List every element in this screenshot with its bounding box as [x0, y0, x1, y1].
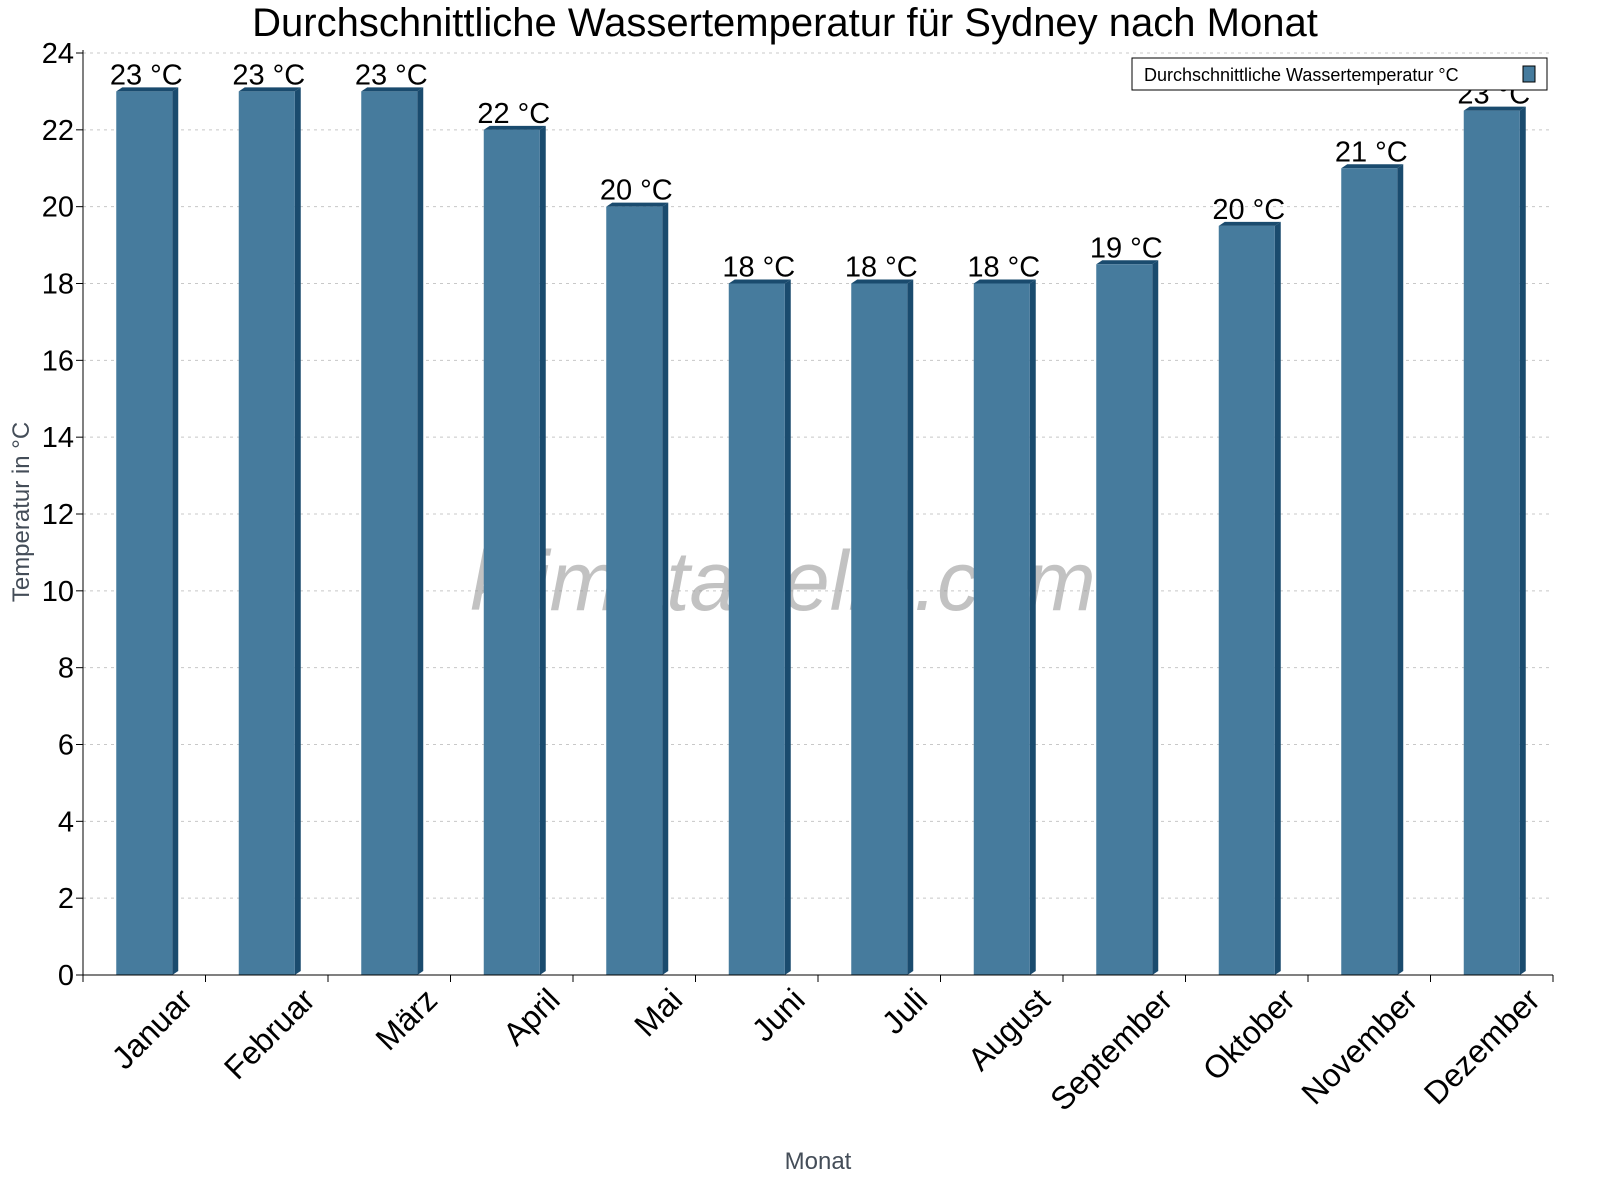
- bar: [728, 279, 791, 975]
- bar-side: [172, 87, 179, 975]
- y-tick-label: 6: [58, 730, 74, 762]
- bar-side: [1397, 164, 1404, 975]
- bar: [116, 87, 179, 975]
- chart-title: Durchschnittliche Wassertemperatur für S…: [252, 1, 1318, 45]
- bar-front: [361, 91, 418, 975]
- bar-top: [116, 87, 179, 92]
- bar: [1218, 221, 1281, 975]
- x-tick-label: Februar: [217, 981, 322, 1086]
- bar-top: [606, 202, 669, 207]
- x-tick-label: November: [1294, 981, 1424, 1111]
- data-label: 19 °C: [1090, 232, 1163, 264]
- data-label: 23 °C: [232, 59, 305, 91]
- y-tick-label: 14: [42, 422, 74, 454]
- bar-top: [973, 279, 1036, 284]
- data-label: 20 °C: [1212, 194, 1285, 226]
- bar: [361, 87, 424, 975]
- y-tick-label: 12: [42, 499, 74, 531]
- data-label: 18 °C: [845, 252, 918, 284]
- x-axis-label: Monat: [785, 1148, 852, 1175]
- bar-top: [851, 279, 914, 284]
- bar-front: [1096, 264, 1153, 976]
- bar-top: [1341, 164, 1404, 169]
- x-tick-label: Dezember: [1417, 981, 1547, 1111]
- bar-side: [1029, 279, 1036, 975]
- bar-front: [483, 129, 540, 976]
- y-tick-label: 0: [58, 960, 74, 992]
- bar-top: [728, 279, 791, 284]
- x-tick-label: September: [1043, 981, 1179, 1117]
- bar-front: [851, 283, 908, 975]
- data-label: 18 °C: [722, 252, 795, 284]
- bar-front: [606, 206, 663, 975]
- bar: [851, 279, 914, 975]
- y-tick-label: 8: [58, 653, 74, 685]
- bar-top: [1463, 106, 1526, 111]
- y-tick-label: 18: [42, 269, 74, 301]
- data-label: 23 °C: [110, 59, 183, 91]
- bar-side: [1274, 221, 1281, 975]
- legend-label: Durchschnittliche Wassertemperatur °C: [1144, 65, 1459, 85]
- bar-front: [1218, 225, 1275, 975]
- bar-top: [1096, 260, 1159, 265]
- x-tick-label: Juli: [875, 981, 934, 1040]
- x-tick-label: März: [368, 981, 444, 1057]
- bar-side: [907, 279, 914, 975]
- x-tick-label: Januar: [105, 981, 200, 1076]
- bar: [1341, 164, 1404, 975]
- bar-side: [1519, 106, 1526, 975]
- data-label: 22 °C: [477, 98, 550, 130]
- legend: Durchschnittliche Wassertemperatur °C: [1131, 57, 1548, 91]
- x-tick-label: Mai: [627, 981, 689, 1043]
- bar-side: [1152, 260, 1159, 976]
- y-tick-label: 10: [42, 576, 74, 608]
- legend-swatch: [1522, 65, 1536, 83]
- y-tick-label: 2: [58, 883, 74, 915]
- bar-front: [728, 283, 785, 975]
- x-tick-label: Oktober: [1196, 981, 1302, 1087]
- data-label: 20 °C: [600, 175, 673, 207]
- bar-top: [1218, 221, 1281, 226]
- bar-side: [294, 87, 301, 975]
- gridlines: [83, 52, 1553, 899]
- bar-side: [417, 87, 424, 975]
- bar-side: [539, 125, 546, 976]
- y-tick-label: 4: [58, 806, 74, 838]
- bar-front: [116, 91, 173, 975]
- x-tick-label: August: [961, 981, 1057, 1077]
- x-tick-label: Juni: [745, 981, 812, 1048]
- bar: [483, 125, 546, 976]
- bar: [238, 87, 301, 975]
- bar-top: [483, 125, 546, 130]
- y-tick-label: 22: [42, 115, 74, 147]
- data-label: 18 °C: [967, 252, 1040, 284]
- legend-box: [1131, 57, 1548, 91]
- bar-top: [238, 87, 301, 92]
- x-tick-label: April: [496, 981, 567, 1052]
- bar-front: [1341, 168, 1398, 975]
- bar: [973, 279, 1036, 975]
- data-label: 23 °C: [355, 59, 428, 91]
- bar: [606, 202, 669, 975]
- y-axis-label: Temperatur in °C: [8, 422, 35, 602]
- bar-side: [784, 279, 791, 975]
- bar-front: [1463, 110, 1520, 975]
- y-tick-label: 24: [42, 38, 74, 70]
- bar: [1463, 106, 1526, 975]
- bar: [1096, 260, 1159, 976]
- y-tick-label: 16: [42, 345, 74, 377]
- bar-front: [973, 283, 1030, 975]
- bar-top: [361, 87, 424, 92]
- data-label: 21 °C: [1335, 136, 1408, 168]
- bar-front: [238, 91, 295, 975]
- bars: 23 °C 23 °C 23 °C 22 °C 20 °C 18 °C 18 °C 18 °C…: [110, 59, 1530, 976]
- y-tick-label: 20: [42, 192, 74, 224]
- bar-side: [662, 202, 669, 975]
